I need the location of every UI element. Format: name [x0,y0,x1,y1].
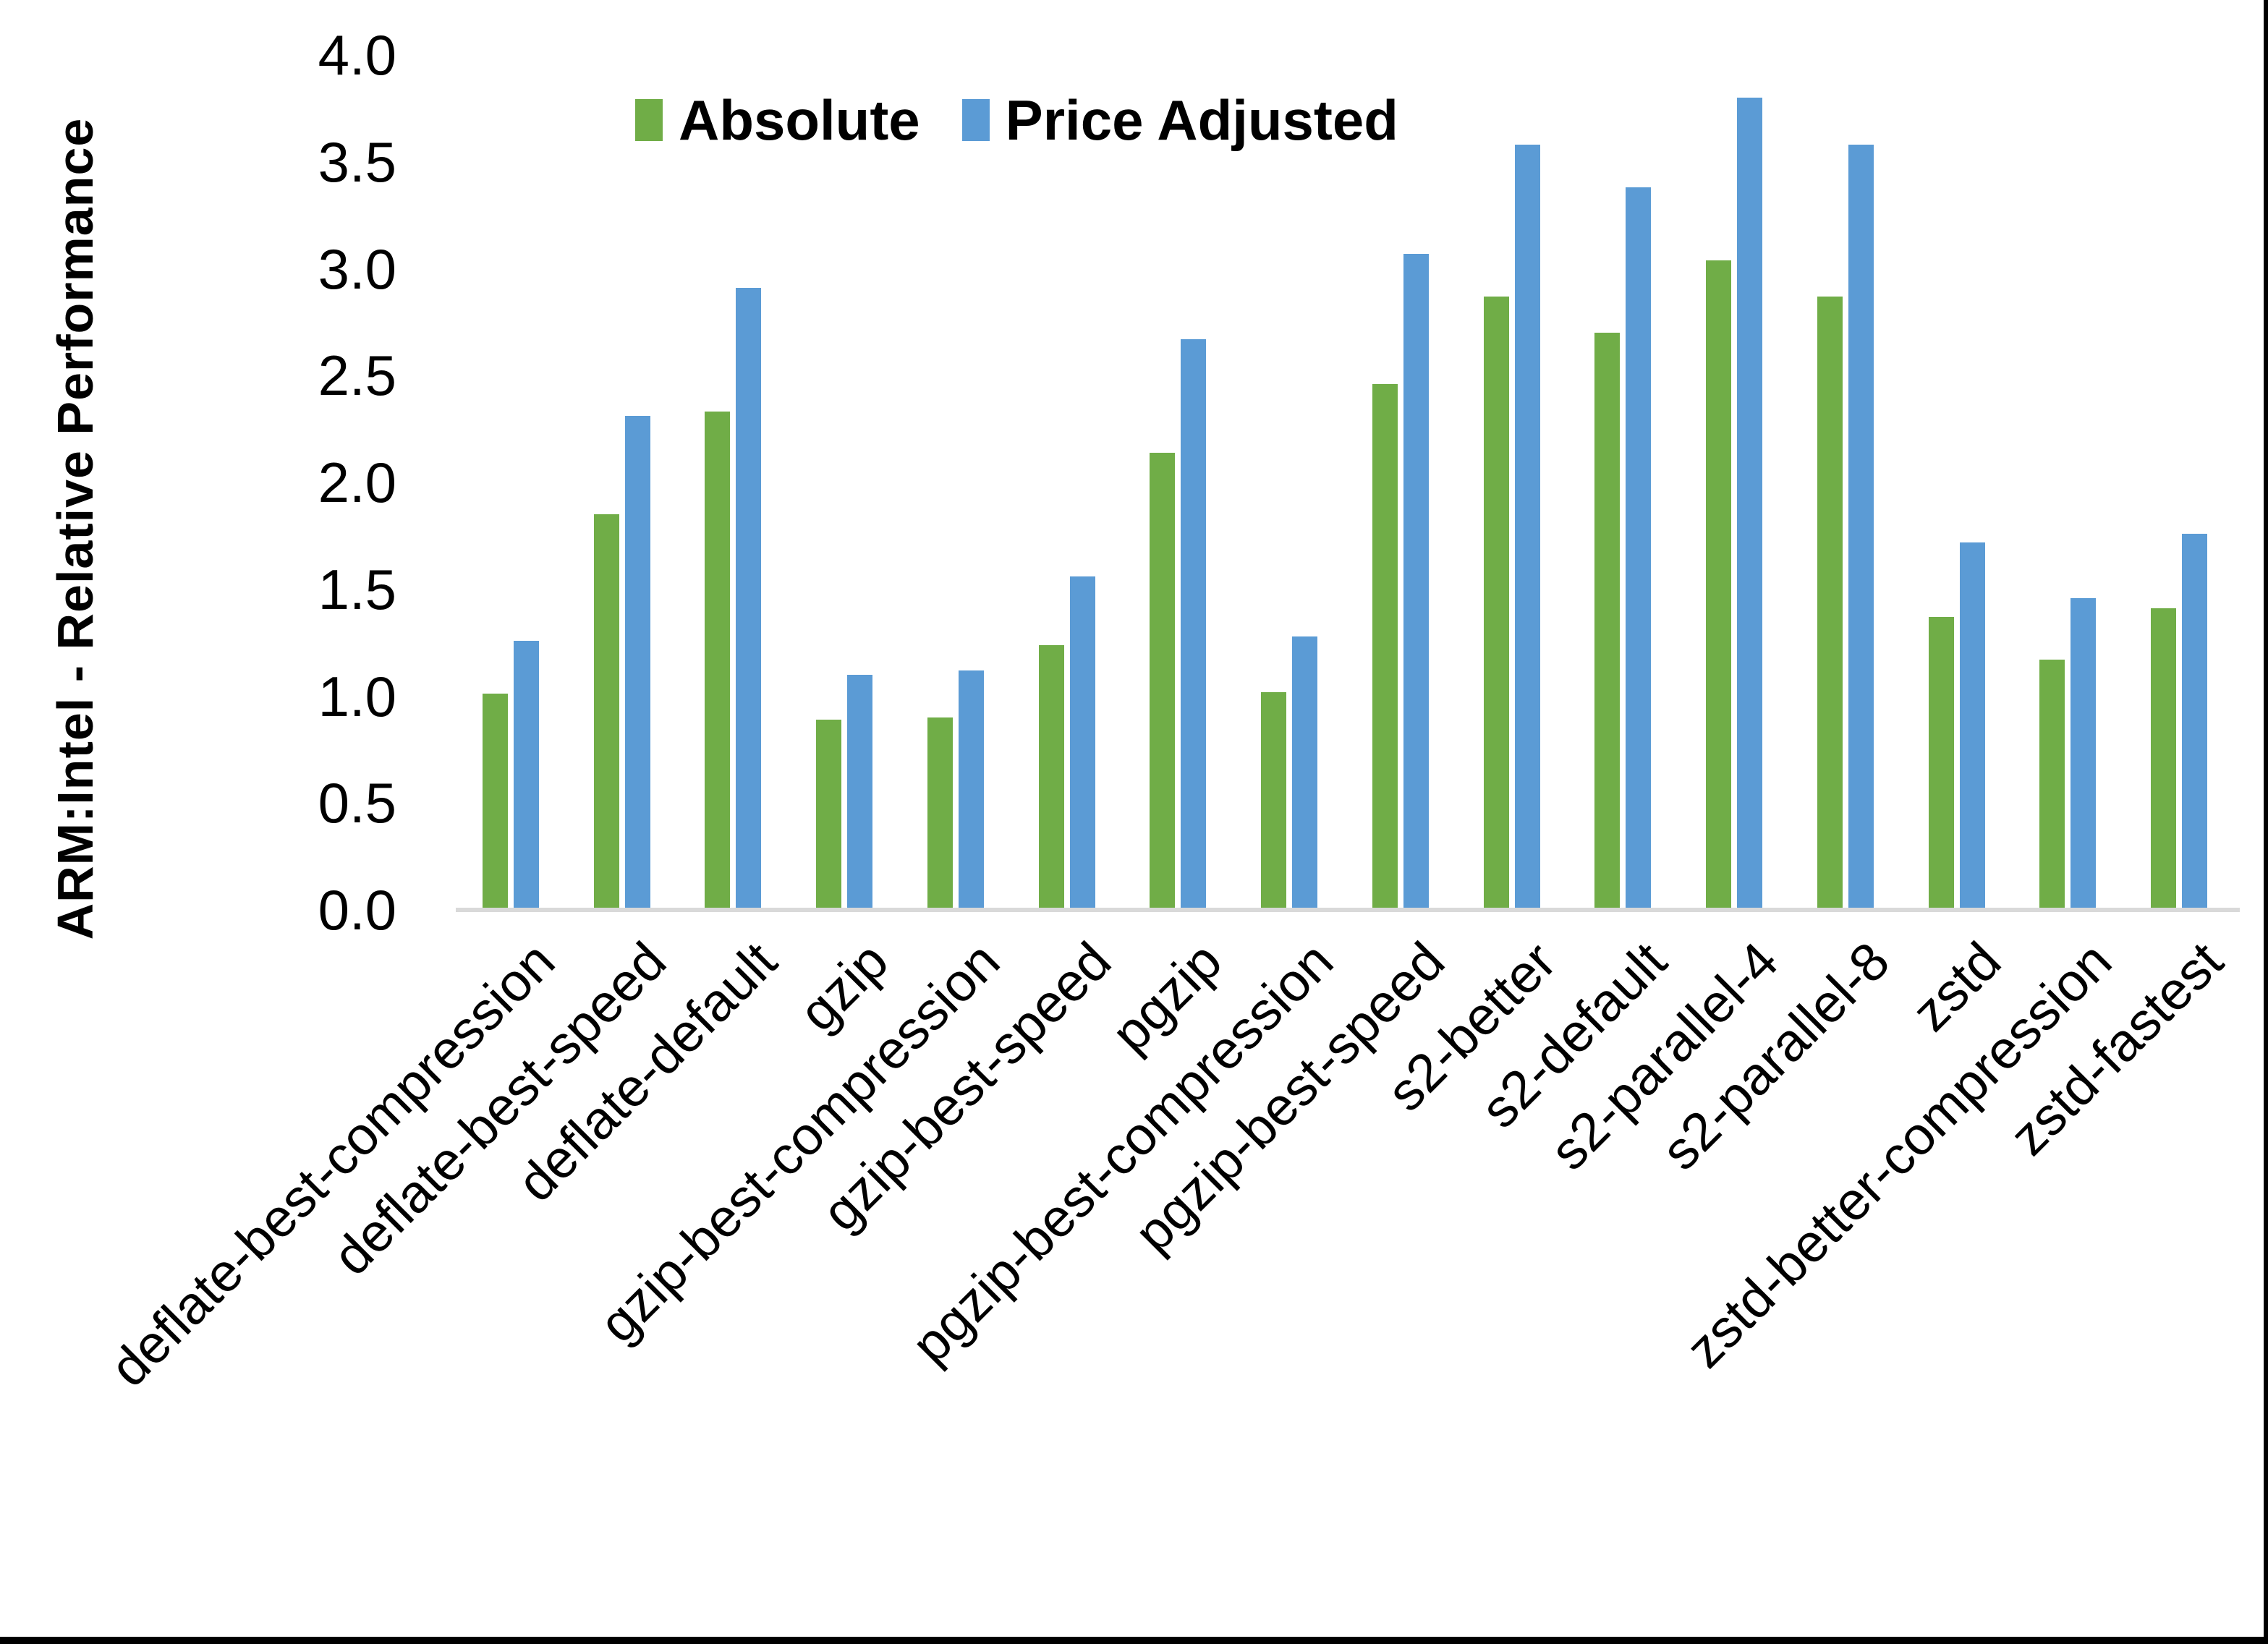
legend: Absolute Price Adjusted [635,91,1398,149]
bar-price-adjusted-zstd [1960,542,1985,908]
bar-price-adjusted-s2-parallel-8 [1848,145,1874,908]
bar-price-adjusted-s2-parallel-4 [1737,98,1762,908]
legend-label-price-adjusted: Price Adjusted [1005,88,1398,152]
bar-absolute-s2-parallel-4 [1706,260,1731,908]
y-tick-label-0.5: 0.5 [318,771,396,835]
y-tick-label-4.0: 4.0 [318,23,396,87]
bar-price-adjusted-pgzip [1181,339,1206,908]
bar-price-adjusted-s2-default [1626,187,1651,908]
legend-swatch-absolute [635,99,663,141]
screenshot-right-border [2264,0,2268,1644]
screenshot-bottom-border [0,1637,2268,1644]
bar-absolute-zstd-better-compression [2039,660,2065,908]
bar-absolute-pgzip-best-speed [1372,384,1398,908]
bar-price-adjusted-s2-better [1515,145,1540,908]
bar-price-adjusted-zstd-better-compression [2070,598,2096,908]
bar-absolute-gzip-best-compression [927,717,953,908]
bar-price-adjusted-gzip-best-compression [959,670,984,908]
y-tick-label-2.5: 2.5 [318,344,396,408]
bar-absolute-s2-better [1484,297,1509,908]
bar-absolute-zstd [1929,617,1954,908]
y-tick-label-3.5: 3.5 [318,129,396,194]
bar-absolute-s2-default [1594,333,1620,908]
bar-absolute-gzip-best-speed [1039,645,1064,908]
bar-price-adjusted-deflate-default [736,288,761,908]
bar-price-adjusted-zstd-fastest [2182,534,2207,908]
y-tick-label-1.0: 1.0 [318,664,396,728]
y-axis-title: ARM:Intel - Relative Performance [47,117,103,940]
legend-swatch-price-adjusted [961,99,990,141]
bar-absolute-deflate-best-compression [483,694,508,908]
x-axis-line [456,908,2240,912]
x-category-label-deflate-best-compression: deflate-best-compression [98,930,566,1398]
bar-price-adjusted-deflate-best-compression [514,641,539,908]
bar-absolute-zstd-fastest [2151,608,2176,908]
y-tick-label-2.0: 2.0 [318,451,396,514]
bar-price-adjusted-pgzip-best-speed [1403,254,1429,908]
bar-absolute-gzip [816,720,841,908]
bar-absolute-pgzip-best-compression [1261,692,1286,908]
bar-price-adjusted-gzip [847,675,872,908]
y-tick-label-3.0: 3.0 [318,237,396,301]
bar-absolute-deflate-best-speed [594,514,619,908]
legend-label-absolute: Absolute [679,88,920,152]
bar-absolute-deflate-default [705,412,730,908]
y-tick-label-1.5: 1.5 [318,557,396,621]
bar-absolute-pgzip [1150,453,1175,908]
bar-price-adjusted-deflate-best-speed [625,416,650,908]
y-tick-label-0.0: 0.0 [318,878,396,942]
bar-price-adjusted-pgzip-best-compression [1292,636,1317,908]
bar-absolute-s2-parallel-8 [1817,297,1843,908]
bar-price-adjusted-gzip-best-speed [1070,576,1095,908]
